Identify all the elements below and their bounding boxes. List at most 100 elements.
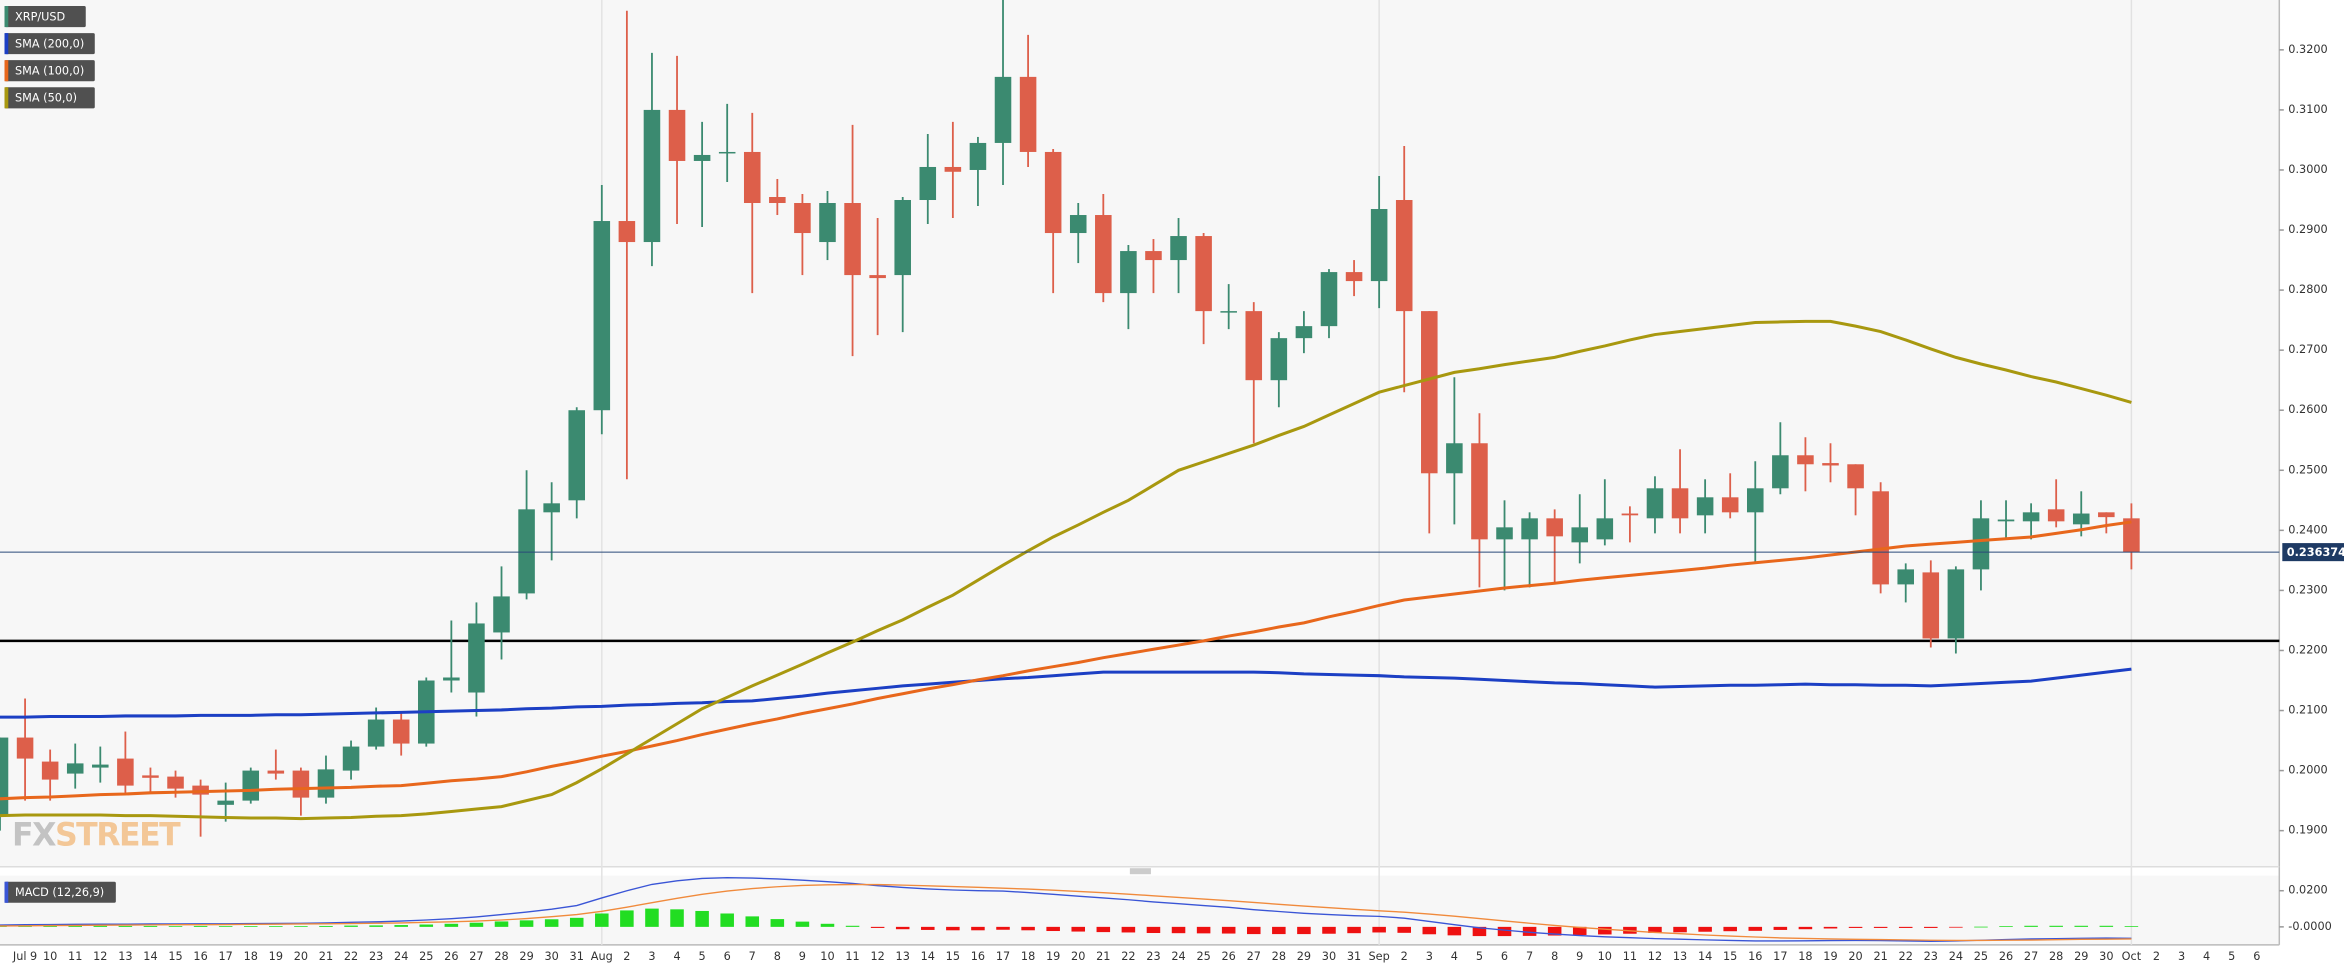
macd-histogram-bar <box>1146 926 1161 934</box>
candle-body <box>1095 215 1112 294</box>
x-tick-label: 28 <box>2049 950 2063 963</box>
y-tick-label: 0.2900 <box>2288 223 2327 236</box>
macd-histogram-bar <box>946 926 960 931</box>
x-tick-label: 21 <box>1873 950 1887 963</box>
x-tick-label: 20 <box>1848 950 1862 963</box>
candle-body <box>1170 236 1187 261</box>
x-tick-label: 19 <box>1046 950 1060 963</box>
macd-histogram-bar <box>996 926 1010 930</box>
candle-body <box>1822 463 1839 466</box>
candle-body <box>668 109 686 161</box>
candle-body <box>267 770 285 774</box>
y-tick-label: 0.2200 <box>2288 643 2327 656</box>
candle-body <box>1997 519 2015 522</box>
legend-box <box>4 60 95 82</box>
legend-swatch <box>4 881 9 903</box>
x-tick-label: 17 <box>219 950 233 963</box>
candle-body <box>919 166 937 201</box>
y-tick-label: 0.2300 <box>2288 583 2327 596</box>
watermark: FXSTREET <box>12 818 181 854</box>
candle-body <box>41 761 59 780</box>
macd-histogram-bar <box>469 922 484 927</box>
x-tick-label: 6 <box>724 950 731 963</box>
x-tick-label: 29 <box>2074 950 2088 963</box>
macd-histogram-bar <box>1246 926 1261 935</box>
panel-resize-handle[interactable] <box>1129 868 1151 875</box>
x-tick-label: 28 <box>494 950 508 963</box>
macd-histogram-bar <box>620 910 634 927</box>
macd-histogram-bar <box>1121 926 1136 933</box>
macd-histogram-bar <box>369 925 383 927</box>
macd-histogram-bar <box>1347 926 1361 934</box>
x-tick-label: 25 <box>1974 950 1988 963</box>
x-tick-label: 11 <box>1623 950 1637 963</box>
x-tick-label: 5 <box>1476 950 1483 963</box>
candle-body <box>468 623 485 693</box>
x-tick-label: 4 <box>673 950 680 963</box>
x-tick-label: 9 <box>1576 950 1583 963</box>
last-price-label: 0.236374 <box>2287 546 2346 559</box>
x-tick-label: 4 <box>1451 950 1458 963</box>
x-tick-label: 29 <box>519 950 533 963</box>
macd-histogram-bar <box>68 925 82 927</box>
legend-label: XRP/USD <box>15 10 66 23</box>
watermark-part: FX <box>12 818 56 854</box>
x-tick-label: 9 <box>799 950 806 963</box>
macd-panel <box>0 875 2280 945</box>
macd-histogram-bar <box>1322 926 1336 934</box>
macd-histogram-bar <box>1848 926 1863 928</box>
x-tick-label: Jul 9 <box>12 950 37 963</box>
watermark-part: STREET <box>55 818 181 854</box>
candle-body <box>1270 338 1288 381</box>
macd-histogram-bar <box>1723 926 1737 932</box>
x-tick-label: 28 <box>1272 950 1286 963</box>
sma-line <box>0 319 2132 821</box>
macd-histogram-bar <box>344 925 358 927</box>
macd-histogram-bar <box>645 908 659 927</box>
candle-body <box>1621 513 1639 516</box>
macd-histogram-bar <box>1873 926 1888 928</box>
macd-histogram-bar <box>1372 926 1386 933</box>
x-tick-label: 31 <box>570 950 584 963</box>
candle-body <box>217 800 234 805</box>
macd-histogram-bar <box>1949 926 1963 928</box>
x-tick-label: Sep <box>1369 950 1390 963</box>
candle-body <box>1345 272 1363 282</box>
legend-label: SMA (50,0) <box>15 92 77 105</box>
x-tick-label: 23 <box>1146 950 1160 963</box>
macd-histogram-bar <box>319 925 333 927</box>
x-tick-label: 31 <box>1347 950 1361 963</box>
x-tick-label: 30 <box>544 950 558 963</box>
x-tick-label: 26 <box>444 950 458 963</box>
macd-histogram-bar <box>1898 926 1913 928</box>
sma-line <box>0 520 2132 801</box>
macd-histogram-bar <box>1472 926 1487 937</box>
candle-body <box>317 769 335 798</box>
candle-body <box>1972 518 1990 570</box>
candle-body <box>367 719 385 747</box>
candle-body <box>1220 311 1237 313</box>
macd-histogram-bar <box>1096 926 1111 933</box>
x-tick-label: 14 <box>143 950 157 963</box>
candle-body <box>618 221 636 243</box>
x-tick-label: 10 <box>1598 950 1612 963</box>
x-tick-label: 14 <box>1698 950 1712 963</box>
macd-histogram-bar <box>1648 926 1662 934</box>
macd-histogram-bar <box>1572 926 1587 935</box>
y-tick-label: 0.2700 <box>2288 343 2327 356</box>
candle-body <box>242 770 260 801</box>
x-tick-label: 11 <box>68 950 82 963</box>
x-tick-label: 18 <box>244 950 258 963</box>
x-tick-label: 7 <box>749 950 756 963</box>
macd-histogram-bar <box>519 920 534 927</box>
x-tick-label: 21 <box>319 950 333 963</box>
x-tick-label: 12 <box>93 950 107 963</box>
macd-histogram-bar <box>2024 925 2038 927</box>
x-tick-label: 24 <box>1949 950 1963 963</box>
x-tick-label: 22 <box>1899 950 1913 963</box>
y-tick-label: 0.2100 <box>2288 704 2327 717</box>
candle-body <box>142 775 159 778</box>
candle-body <box>1069 215 1087 234</box>
x-tick-label: 16 <box>193 950 207 963</box>
